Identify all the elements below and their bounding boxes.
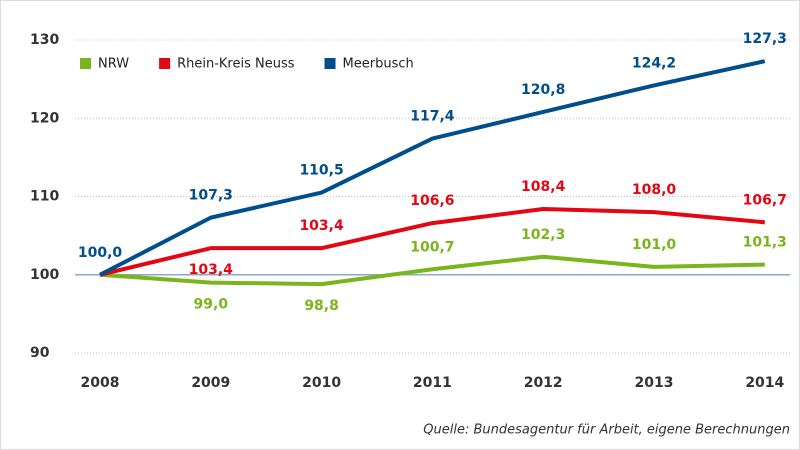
legend-label: Rhein-Kreis Neuss xyxy=(177,57,295,72)
value-label: 98,8 xyxy=(304,298,339,314)
value-label: 101,0 xyxy=(632,237,677,253)
legend-swatch xyxy=(80,58,91,69)
value-label: 107,3 xyxy=(189,188,233,204)
x-tick-label: 2008 xyxy=(81,375,120,391)
series-line xyxy=(99,254,765,287)
value-label: 103,4 xyxy=(189,262,234,278)
x-tick-label: 2014 xyxy=(745,375,784,391)
value-label: 103,4 xyxy=(299,218,344,234)
value-label: 100,7 xyxy=(410,239,454,255)
legend-label: NRW xyxy=(98,57,129,72)
value-label: 106,7 xyxy=(743,192,787,208)
value-label: 99,0 xyxy=(194,297,229,313)
x-tick-label: 2011 xyxy=(413,375,452,391)
y-tick-label: 120 xyxy=(30,110,59,126)
value-label: 110,5 xyxy=(299,163,343,179)
value-label: 101,3 xyxy=(743,235,787,251)
value-label: 127,3 xyxy=(743,31,787,47)
x-tick-label: 2012 xyxy=(524,375,563,391)
value-label: 108,4 xyxy=(521,179,566,195)
series-line xyxy=(99,207,765,277)
legend-swatch xyxy=(159,58,171,69)
x-tick-label: 2013 xyxy=(635,375,674,391)
y-tick-label: 110 xyxy=(30,189,59,205)
value-label: 106,6 xyxy=(410,193,454,209)
y-tick-label: 90 xyxy=(30,345,50,361)
series-line xyxy=(99,59,766,277)
value-label: 117,4 xyxy=(410,109,455,125)
x-tick-label: 2009 xyxy=(191,375,230,391)
value-label: 108,0 xyxy=(632,182,677,198)
y-tick-label: 130 xyxy=(30,32,59,48)
source: Quelle: Bundesagentur für Arbeit, eigene… xyxy=(423,423,790,438)
value-label: 120,8 xyxy=(521,82,565,98)
value-label: 100,0 xyxy=(78,245,123,261)
y-tick-label: 100 xyxy=(30,267,59,283)
legend-label: Meerbusch xyxy=(343,57,414,72)
legend-swatch xyxy=(324,58,336,69)
value-label: 102,3 xyxy=(521,227,565,243)
x-tick-label: 2010 xyxy=(302,375,341,391)
value-label: 124,2 xyxy=(632,55,676,71)
